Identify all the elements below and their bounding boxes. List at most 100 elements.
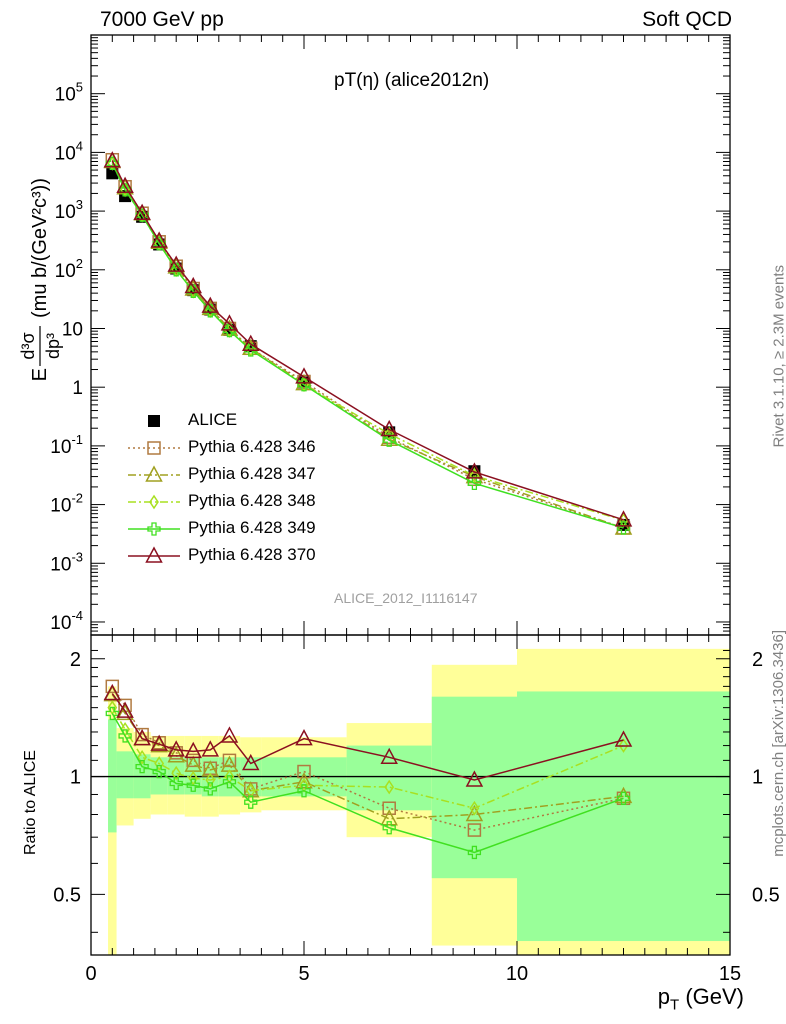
y-tick-label: 1 (72, 378, 83, 399)
y-tick-label: 10-2 (50, 491, 83, 517)
x-tick-label: 10 (506, 963, 528, 985)
ratio-point (222, 753, 237, 768)
data-point (167, 255, 185, 272)
ratio-series (105, 706, 631, 860)
ratio-point (467, 845, 482, 860)
y-tick-label: 105 (55, 80, 83, 106)
ratio-point (467, 823, 482, 837)
data-point (116, 176, 134, 193)
main-frame (90, 34, 731, 636)
green-band (346, 745, 432, 811)
legend-symbol (147, 441, 161, 455)
data-point (241, 334, 260, 351)
ratio-point (384, 779, 395, 795)
ratio-point (184, 741, 202, 759)
y-tick-label: 102 (55, 256, 83, 282)
ratio-point (382, 821, 396, 835)
axis-ticks (90, 34, 731, 955)
ylabel-unit: (mu b/(GeV²c³)) (29, 178, 51, 318)
ratio-uncertainty-bands (91, 648, 730, 955)
data-point (467, 476, 482, 490)
data-point (184, 276, 202, 294)
green-band (108, 719, 117, 833)
data-point (201, 296, 220, 313)
legend-symbol (148, 415, 160, 427)
ylabel-E: E (29, 368, 51, 381)
ratio-y-axis-label: Ratio to ALICE (22, 750, 39, 855)
data-point (150, 231, 168, 248)
ratio-point (618, 738, 629, 753)
legend-label: Pythia 6.428 370 (188, 545, 316, 564)
ratio-point (297, 764, 311, 779)
main-series (107, 156, 629, 528)
ratio-y-tick-label-left: 2 (70, 649, 81, 671)
ratio-point (169, 776, 183, 791)
ratio-point (297, 784, 311, 798)
green-band (431, 696, 517, 879)
green-band (517, 691, 730, 942)
ratio-point (295, 772, 313, 789)
ratio-series (107, 700, 629, 816)
main-series (106, 167, 630, 531)
legend-marker (128, 546, 180, 563)
mcplots-label: mcplots.cern.ch [arXiv:1306.3436] (770, 630, 786, 857)
main-series (103, 151, 633, 527)
legend-label: Pythia 6.428 349 (188, 518, 316, 537)
ratio-point (614, 786, 633, 804)
ratio-point (150, 734, 168, 751)
ratio-point (152, 764, 166, 779)
ratio-y-tick-label-left: 1 (70, 767, 81, 789)
y-tick-label: 104 (55, 138, 83, 164)
x-axis-label: pT (GeV) (658, 984, 744, 1013)
data-point (133, 203, 151, 220)
ratio-point (167, 746, 185, 763)
data-point (295, 367, 313, 384)
ratio-point (133, 729, 151, 746)
y-tick-exponent: -4 (71, 608, 83, 623)
ratio-series (103, 683, 633, 787)
ratio-y-tick-label-right: 0.5 (752, 884, 780, 906)
ratio-point (222, 775, 237, 789)
ratio-point (614, 730, 633, 747)
y-tick-label: 10 (62, 319, 83, 340)
y-tick-exponent: -1 (71, 432, 83, 447)
x-tick-label: 0 (85, 963, 96, 985)
y-tick-exponent: 4 (76, 138, 83, 153)
x-tick-label: 15 (719, 963, 741, 985)
data-point (118, 183, 132, 197)
y-tick-label: 10-3 (50, 549, 83, 575)
reference-analysis-label: ALICE_2012_I1116147 (334, 590, 478, 606)
ratio-point (465, 804, 484, 822)
data-point (465, 462, 484, 479)
data-series (103, 151, 633, 860)
ratio-point (295, 729, 313, 746)
ratio-point (116, 701, 134, 718)
rivet-version-label: Rivet 3.1.10, ≥ 2.3M events (770, 265, 786, 448)
process-label: Soft QCD (642, 8, 732, 31)
main-series (105, 156, 631, 535)
ratio-point (382, 801, 396, 815)
ratio-point (167, 740, 185, 757)
ratio-y-tick-label-right: 2 (752, 649, 763, 671)
data-point (220, 314, 239, 331)
ratio-point (241, 753, 260, 771)
ratio-series-line (111, 693, 624, 781)
x-axis-label-sub: T (670, 996, 680, 1014)
ratio-point (205, 772, 216, 788)
ratio-point (118, 729, 132, 743)
data-point (105, 156, 119, 171)
ratio-point (188, 770, 199, 786)
y-tick-label: 103 (55, 197, 83, 223)
legend-marker (128, 522, 180, 536)
ratio-point (469, 800, 480, 816)
legend-marker (128, 465, 180, 482)
y-tick-exponent: -3 (71, 549, 83, 564)
legend-marker (128, 494, 180, 510)
data-point (135, 208, 149, 222)
ratio-point (380, 747, 398, 765)
ratio-point (616, 791, 631, 805)
ratio-point (103, 683, 122, 701)
y-tick-exponent: 3 (76, 197, 83, 212)
